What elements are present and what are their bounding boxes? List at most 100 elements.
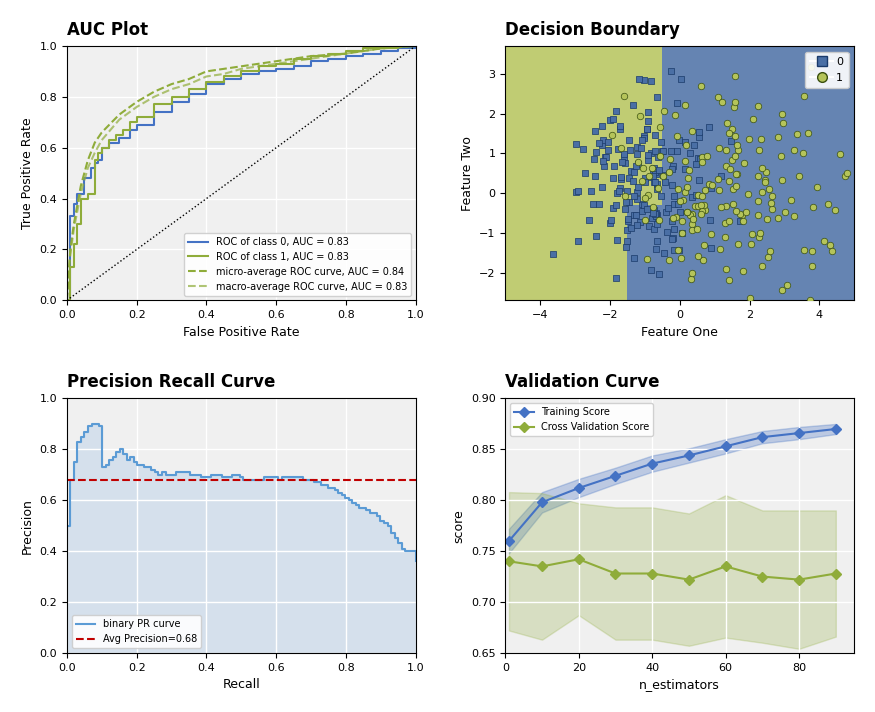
Point: [743, 293, 757, 304]
Line: Cross Validation Score: Cross Validation Score: [506, 556, 839, 583]
Point: [650, 218, 664, 229]
Point: [732, 215, 746, 226]
ROC of class 0, AUC = 0.83: [166, 98, 177, 106]
binary PR curve: [273, 476, 284, 484]
ROC of class 1, AUC = 0.83: [68, 240, 79, 248]
Point: [692, 126, 706, 137]
Point: [609, 105, 623, 117]
Point: [647, 224, 661, 235]
Point: [652, 164, 666, 176]
ROC of class 1, AUC = 0.83: [254, 62, 264, 70]
Point: [724, 123, 738, 135]
Point: [606, 113, 620, 125]
Point: [678, 164, 692, 175]
ROC of class 1, AUC = 0.83: [166, 93, 177, 101]
Point: [710, 92, 724, 103]
ROC of class 1, AUC = 0.83: [61, 296, 72, 305]
Point: [621, 216, 635, 227]
ROC of class 0, AUC = 0.83: [107, 138, 117, 147]
ROC of class 0, AUC = 0.83: [89, 159, 100, 167]
Cross Validation Score: [573, 555, 584, 563]
Point: [640, 253, 654, 265]
Point: [805, 246, 819, 257]
Point: [623, 144, 637, 155]
Point: [713, 201, 727, 213]
ROC of class 1, AUC = 0.83: [96, 143, 107, 152]
Point: [722, 216, 736, 227]
Point: [774, 284, 788, 295]
Point: [730, 168, 744, 179]
Point: [645, 212, 659, 224]
Point: [736, 216, 750, 227]
ROC of class 0, AUC = 0.83: [72, 189, 82, 198]
Line: ROC of class 0, AUC = 0.83: ROC of class 0, AUC = 0.83: [66, 46, 416, 300]
ROC of class 0, AUC = 0.83: [305, 57, 316, 66]
Point: [712, 184, 726, 196]
Point: [655, 169, 669, 181]
Point: [685, 209, 699, 220]
Point: [751, 195, 765, 206]
Point: [680, 206, 694, 218]
Point: [622, 197, 636, 208]
Training Score: [830, 425, 841, 434]
Point: [630, 219, 644, 231]
Point: [736, 265, 750, 276]
Point: [638, 192, 652, 204]
micro-average ROC curve, AUC = 0.84: [236, 62, 247, 70]
Point: [704, 183, 717, 194]
Point: [705, 179, 719, 191]
Point: [703, 121, 717, 132]
Point: [612, 186, 626, 197]
ROC of class 0, AUC = 0.83: [358, 49, 368, 58]
Point: [613, 120, 627, 131]
Point: [690, 224, 704, 235]
Point: [678, 100, 692, 111]
Point: [646, 208, 660, 219]
Point: [753, 133, 767, 145]
Training Score: [573, 483, 584, 492]
Point: [641, 220, 655, 231]
ROC of class 1, AUC = 0.83: [89, 156, 100, 164]
ROC of class 1, AUC = 0.83: [131, 113, 142, 122]
binary PR curve: [245, 476, 256, 484]
Point: [647, 165, 661, 177]
Point: [627, 209, 641, 221]
ROC of class 1, AUC = 0.83: [410, 42, 421, 51]
Point: [570, 187, 584, 198]
ROC of class 0, AUC = 0.83: [61, 296, 72, 305]
Point: [584, 186, 598, 197]
Point: [620, 197, 634, 208]
ROC of class 1, AUC = 0.83: [305, 52, 316, 61]
binary PR curve: [396, 544, 407, 553]
Point: [741, 189, 755, 200]
micro-average ROC curve, AUC = 0.84: [166, 80, 177, 88]
Point: [674, 252, 688, 263]
Point: [619, 157, 633, 169]
Cross Validation Score: [647, 569, 657, 577]
Point: [673, 206, 687, 218]
Point: [638, 214, 652, 226]
Point: [821, 199, 835, 210]
Line: micro-average ROC curve, AUC = 0.84: micro-average ROC curve, AUC = 0.84: [66, 46, 416, 300]
Point: [761, 251, 775, 263]
Point: [630, 194, 644, 205]
Point: [648, 209, 662, 220]
Point: [743, 134, 757, 145]
Point: [664, 145, 678, 157]
Point: [651, 151, 665, 162]
Point: [718, 217, 732, 229]
Training Score: [610, 471, 620, 480]
Point: [596, 134, 610, 145]
Point: [607, 161, 621, 172]
Point: [685, 268, 699, 279]
Point: [636, 162, 650, 174]
Point: [755, 260, 769, 271]
Point: [725, 155, 739, 166]
Point: [586, 198, 600, 209]
macro-average ROC curve, AUC = 0.83: [131, 103, 142, 111]
Point: [729, 205, 743, 216]
Point: [681, 172, 695, 184]
Point: [720, 117, 734, 129]
Point: [776, 117, 790, 129]
Point: [697, 240, 711, 251]
